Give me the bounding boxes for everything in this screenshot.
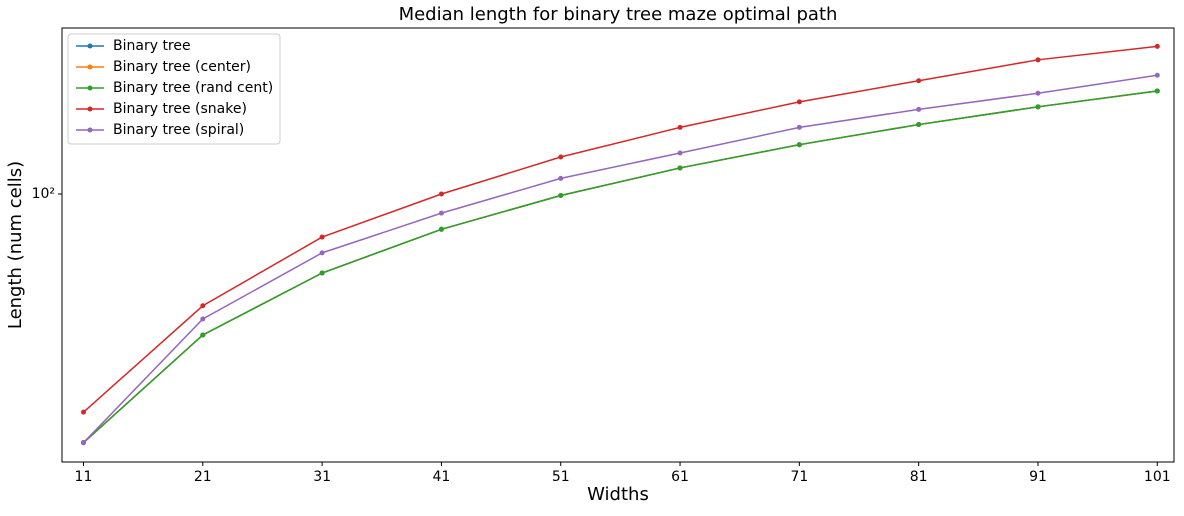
x-tick-label: 61 xyxy=(671,469,689,485)
x-tick-label: 101 xyxy=(1144,469,1171,485)
data-point xyxy=(558,175,564,181)
data-point xyxy=(200,303,206,309)
legend-label: Binary tree (center) xyxy=(113,59,251,75)
data-point xyxy=(1035,104,1041,110)
data-point xyxy=(438,210,444,216)
data-point xyxy=(438,191,444,197)
legend-marker xyxy=(87,85,93,91)
data-point xyxy=(916,78,922,84)
data-point xyxy=(916,106,922,112)
x-tick-label: 71 xyxy=(790,469,808,485)
series-line xyxy=(82,45,1158,413)
legend-marker xyxy=(87,127,93,133)
data-point xyxy=(1154,43,1160,49)
data-point xyxy=(80,409,86,415)
data-point xyxy=(1154,88,1160,94)
legend-label: Binary tree (snake) xyxy=(113,101,247,117)
data-point xyxy=(677,165,683,171)
legend-marker xyxy=(87,106,93,112)
data-point xyxy=(200,316,206,322)
x-tick-label: 41 xyxy=(433,469,451,485)
data-point xyxy=(558,193,564,199)
series-line xyxy=(82,74,1158,444)
data-point xyxy=(558,154,564,160)
legend-label: Binary tree (spiral) xyxy=(113,122,244,138)
data-point xyxy=(796,99,802,105)
data-point xyxy=(200,332,206,338)
y-axis-label: Length (num cells) xyxy=(5,161,26,329)
data-point xyxy=(796,124,802,130)
plot-frame xyxy=(61,27,1175,463)
chart-title: Median length for binary tree maze optim… xyxy=(399,4,838,25)
x-tick-label: 81 xyxy=(910,469,928,485)
data-point xyxy=(438,226,444,232)
data-point xyxy=(319,270,325,276)
x-tick-label: 91 xyxy=(1029,469,1047,485)
data-point xyxy=(1154,72,1160,78)
x-axis-label: Widths xyxy=(587,484,649,505)
data-point xyxy=(916,122,922,128)
data-point xyxy=(80,440,86,446)
series-line xyxy=(82,90,1158,444)
legend-label: Binary tree (rand cent) xyxy=(113,80,273,96)
data-point xyxy=(319,234,325,240)
x-tick-label: 31 xyxy=(313,469,331,485)
y-tick-label: 10² xyxy=(32,186,55,202)
legend-marker xyxy=(87,43,93,49)
data-point xyxy=(319,250,325,256)
x-tick-label: 11 xyxy=(75,469,93,485)
x-tick-label: 21 xyxy=(194,469,212,485)
legend-label: Binary tree xyxy=(113,38,191,54)
data-point xyxy=(1035,90,1041,96)
x-tick-label: 51 xyxy=(552,469,570,485)
legend-box xyxy=(67,33,281,145)
legend-marker xyxy=(87,64,93,70)
data-point xyxy=(677,124,683,130)
data-point xyxy=(677,150,683,156)
data-point xyxy=(1035,57,1041,63)
data-point xyxy=(796,142,802,148)
